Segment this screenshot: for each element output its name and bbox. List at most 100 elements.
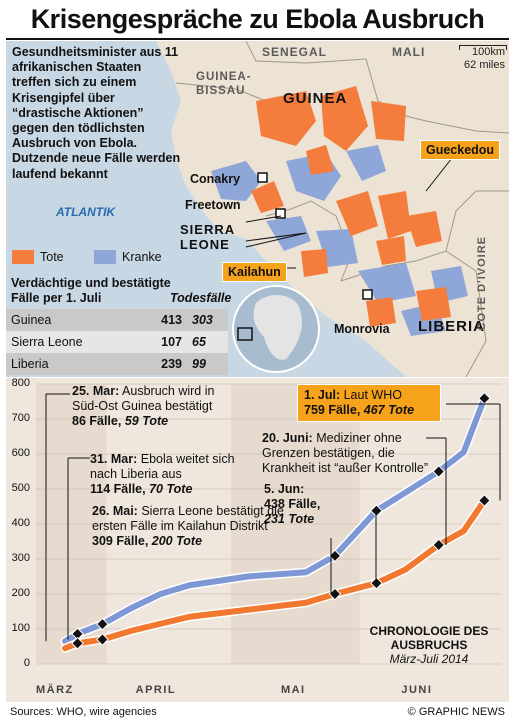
annotation-date: 26. Mai:: [92, 504, 138, 518]
data-point: [71, 627, 84, 641]
table-country: Sierra Leone: [11, 335, 83, 349]
page-title: Krisengespräche zu Ebola Ausbruch: [30, 4, 485, 34]
annotation-text: Laut WHO: [343, 388, 402, 402]
chronology-subtitle: März-Juli 2014: [389, 652, 469, 666]
y-tick-label: 600: [11, 447, 30, 459]
annotation-count: 309 Fälle,: [92, 534, 149, 548]
table-row: Liberia 239 99: [6, 353, 228, 375]
data-point: [71, 636, 84, 650]
data-point: [96, 633, 109, 646]
annotation-deaths: 467 Tote: [363, 403, 415, 417]
freetown-marker: [275, 208, 286, 219]
border-senegal-mali: [245, 41, 367, 64]
city-conakry: Conakry: [190, 172, 241, 186]
map-graphic: [156, 41, 509, 377]
annotation-count: 759 Fälle,: [304, 403, 361, 417]
y-tick-label: 800: [11, 377, 30, 389]
table-deaths: 99: [192, 357, 206, 371]
annotation-deaths: 200 Tote: [151, 534, 203, 548]
annotation-text: Mediziner ohne Grenzen bestätigen, die K…: [262, 431, 429, 475]
country-mali: MALI: [392, 45, 426, 59]
table-cases: 107: [161, 335, 182, 349]
footer-sources: Sources: WHO, wire agencies: [10, 706, 157, 718]
chart: [6, 378, 509, 702]
chart-graphic: [36, 383, 501, 665]
y-tick-label: 0: [23, 657, 30, 669]
intro-text: Gesundheitsminister aus 11 afrikanischen…: [12, 45, 181, 181]
scale-label: 100km 62 miles: [455, 46, 505, 72]
annotation-deaths: 59 Tote: [124, 414, 169, 428]
border-mali: [365, 58, 509, 134]
legend-sick-label: Kranke: [122, 250, 162, 264]
scale-miles: 62 miles: [464, 59, 505, 71]
annotation-date: 20. Juni:: [262, 431, 313, 445]
data-point: [478, 391, 491, 405]
legend-sick-swatch: [94, 250, 116, 264]
border-guineabissau: [175, 82, 267, 102]
city-monrovia: Monrovia: [334, 322, 390, 336]
annotation-20-juni: 20. Juni: Mediziner ohne Grenzen bestäti…: [262, 431, 442, 476]
table-deaths: 303: [192, 313, 213, 327]
city-freetown: Freetown: [185, 198, 241, 212]
country-cote-divoire: COTE D'IVOIRE: [476, 236, 488, 331]
border-civ: [445, 190, 509, 252]
scale-bar: [459, 45, 507, 50]
table-country: Guinea: [11, 313, 52, 327]
chronology-title: CHRONOLOGIE DES AUSBRUCHS: [369, 624, 489, 652]
deaths-regions: [251, 86, 451, 327]
data-point: [432, 465, 446, 478]
x-month-label: APRIL: [135, 684, 177, 696]
annotation-count: 114 Fälle,: [90, 482, 146, 496]
y-tick-label: 300: [11, 552, 30, 564]
callout-kailahun: Kailahun: [222, 262, 287, 282]
conakry-marker: [257, 172, 268, 183]
country-sierra-leone: SIERRA LEONE: [180, 222, 235, 252]
annotation-count: 438 Fälle,: [264, 497, 321, 511]
x-month-label: MÄRZ: [36, 684, 74, 696]
x-month-label: MAI: [280, 684, 306, 696]
data-point: [328, 549, 342, 563]
annotation-text: Ebola weitet sich nach Liberia aus: [90, 452, 235, 481]
callout-gueckedou: Gueckedou: [420, 140, 501, 160]
data-point: [478, 494, 491, 507]
country-senegal: SENEGAL: [262, 45, 328, 59]
data-point: [96, 617, 109, 631]
legend-deaths-swatch: [12, 250, 34, 264]
annotation-date: 31. Mar:: [90, 452, 138, 466]
y-tick-label: 100: [11, 622, 30, 634]
data-point: [432, 538, 446, 552]
table-row: Guinea 413 303: [6, 309, 228, 331]
y-tick-label: 700: [11, 412, 30, 424]
y-tick-label: 400: [11, 517, 30, 529]
table-cases: 239: [161, 357, 182, 371]
annotation-text: Sierra Leone bestätigt die ersten Fälle …: [92, 504, 284, 533]
annotation-count: 86 Fälle,: [72, 414, 122, 428]
data-point: [370, 576, 383, 590]
annotation-5-jun: 5. Jun: 438 Fälle, 231 Tote: [264, 482, 344, 527]
monrovia-marker: [362, 289, 373, 300]
series-line-sick: [62, 395, 488, 645]
annotation-26-mai: 26. Mai: Sierra Leone bestätigt die erst…: [92, 504, 292, 549]
annotation-date: 1. Jul:: [304, 388, 341, 402]
annotation-deaths: 70 Tote: [149, 482, 193, 496]
annotation-25-mar: 25. Mar: Ausbruch wird in Süd-Ost Guinea…: [72, 384, 232, 429]
country-guinea-bissau: GUINEA-BISSAU: [196, 71, 252, 97]
annotation-deaths: 231 Tote: [264, 512, 315, 526]
annotation-date: 5. Jun:: [264, 482, 305, 496]
table-cases: 413: [161, 313, 182, 327]
data-point: [328, 587, 342, 601]
x-month-label: JUNI: [401, 684, 433, 696]
scale-km: 100km: [471, 46, 505, 58]
legend-deaths-label: Tote: [40, 250, 64, 264]
y-tick-label: 500: [11, 482, 30, 494]
country-liberia: LIBERIA: [418, 318, 485, 335]
annotation-date: 25. Mar:: [72, 384, 120, 398]
table-deaths-heading: Todesfälle: [170, 291, 232, 305]
annotation-1-jul: 1. Jul: Laut WHO 759 Fälle, 467 Tote: [297, 384, 441, 422]
annotation-text: Ausbruch wird in Süd-Ost Guinea bestätig…: [72, 384, 215, 413]
table-country: Liberia: [11, 357, 49, 371]
y-tick-label: 200: [11, 587, 30, 599]
table-heading: Verdächtige und bestätigte Fälle per 1. …: [11, 276, 171, 305]
chronology-label: CHRONOLOGIE DES AUSBRUCHS März-Juli 2014: [356, 624, 502, 666]
